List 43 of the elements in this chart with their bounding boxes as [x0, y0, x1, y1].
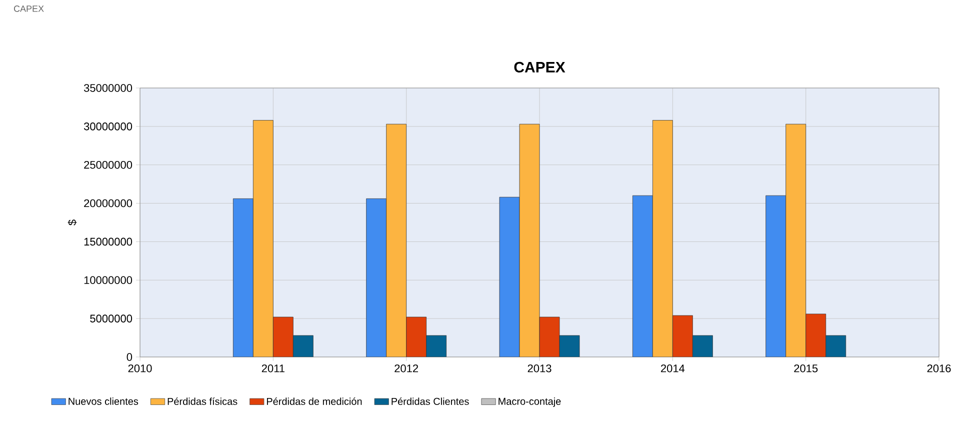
legend-label: Pérdidas físicas — [168, 397, 238, 405]
bar — [406, 316, 427, 357]
y-tick-label: 30000000 — [84, 122, 132, 130]
x-tick-label: 2012 — [394, 364, 418, 372]
bar — [499, 196, 520, 357]
bar — [232, 198, 254, 357]
bar — [786, 124, 806, 357]
bar — [826, 335, 846, 357]
chart-title: CAPEX — [514, 62, 566, 72]
bar — [366, 198, 387, 357]
y-tick-label: 15000000 — [84, 238, 132, 246]
y-tick-label: 10000000 — [84, 276, 132, 284]
y-axis-title: $ — [68, 220, 77, 226]
x-tick-label: 2015 — [794, 364, 818, 372]
legend-label: Macro-contaje — [498, 398, 561, 407]
bar — [559, 335, 580, 357]
bar — [519, 124, 540, 357]
bar — [806, 314, 826, 357]
bar — [692, 335, 713, 357]
text: CAPEX — [14, 6, 44, 12]
bar — [426, 335, 447, 357]
bar — [766, 195, 786, 357]
bar — [539, 316, 560, 357]
bar — [386, 124, 407, 357]
y-tick-label: 25000000 — [84, 160, 132, 169]
y-tick-label: 5000000 — [90, 314, 132, 322]
x-tick-label: 2016 — [927, 364, 951, 372]
x-tick-label: 2010 — [128, 364, 152, 372]
x-tick-label: 2011 — [262, 364, 284, 372]
bar — [672, 315, 693, 357]
bar — [292, 335, 314, 357]
y-tick-label: 0 — [126, 353, 132, 361]
bar — [632, 195, 653, 357]
bar — [252, 120, 274, 357]
x-tick-label: 2013 — [528, 364, 552, 372]
y-tick-label: 20000000 — [84, 199, 132, 208]
y-tick-label: 35000000 — [84, 84, 132, 92]
bar — [272, 316, 294, 357]
legend-label: Nuevos clientes — [68, 398, 138, 405]
x-tick-label: 2014 — [660, 364, 685, 372]
bar — [652, 120, 673, 357]
legend-label: Pérdidas de medición — [266, 397, 362, 405]
legend-label: Pérdidas Clientes — [392, 397, 469, 405]
